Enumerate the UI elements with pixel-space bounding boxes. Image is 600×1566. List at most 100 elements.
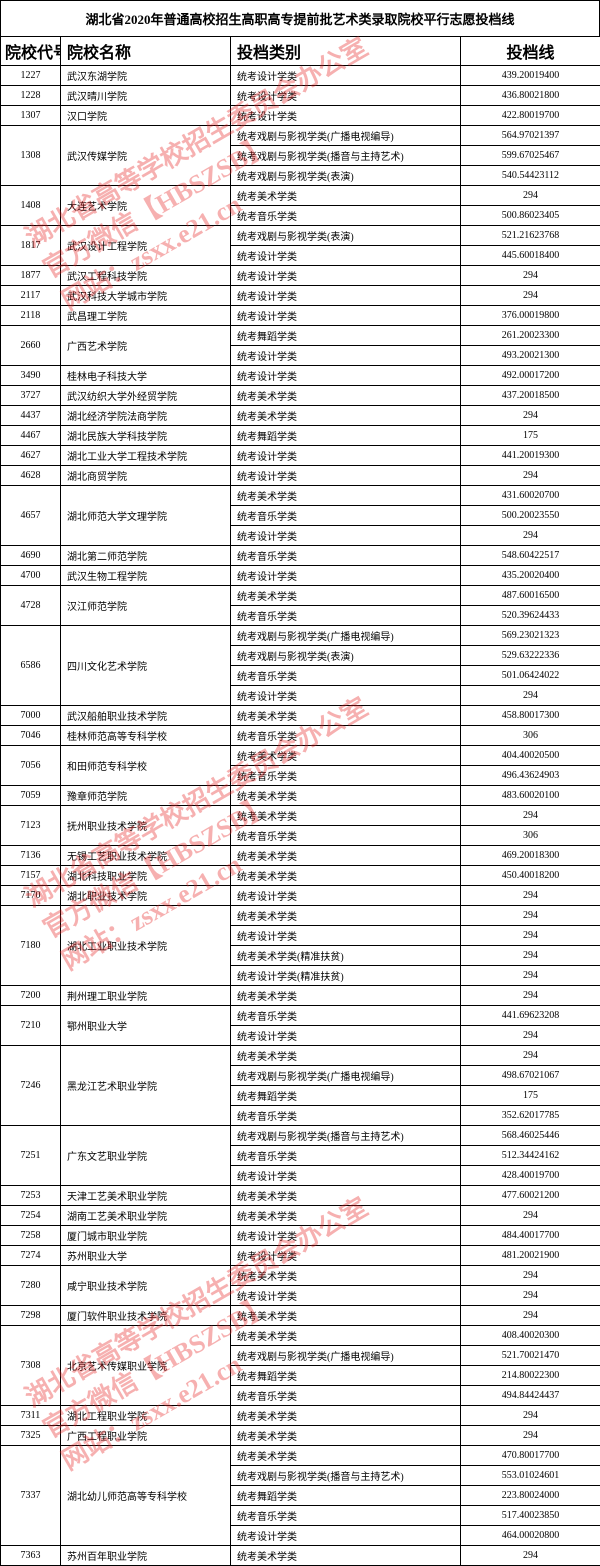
cell-score: 306 <box>461 726 600 746</box>
cell-score: 404.40020500 <box>461 746 600 766</box>
cell-score: 553.01024601 <box>461 1466 600 1486</box>
cell-score: 512.34424162 <box>461 1146 600 1166</box>
cell-name: 武汉设计工程学院 <box>61 226 231 266</box>
cell-code: 7298 <box>1 1306 61 1326</box>
cell-code: 3727 <box>1 386 61 406</box>
cell-code: 7253 <box>1 1186 61 1206</box>
cell-score: 437.20018500 <box>461 386 600 406</box>
cell-score: 521.21623768 <box>461 226 600 246</box>
cell-name: 湖北工业职业技术学院 <box>61 906 231 986</box>
cell-score: 483.60020100 <box>461 786 600 806</box>
cell-category: 统考设计学类 <box>231 246 461 266</box>
cell-name: 湖北职业技术学院 <box>61 886 231 906</box>
cell-code: 1877 <box>1 266 61 286</box>
cell-score: 294 <box>461 686 600 706</box>
cell-name: 湖北民族大学科技学院 <box>61 426 231 446</box>
cell-category: 统考美术学类(精准扶贫) <box>231 946 461 966</box>
cell-name: 大连艺术学院 <box>61 186 231 226</box>
cell-name: 武汉科技大学城市学院 <box>61 286 231 306</box>
cell-name: 湖北经济学院法商学院 <box>61 406 231 426</box>
cell-score: 464.00020800 <box>461 1526 600 1546</box>
header-score: 投档线 <box>461 37 600 66</box>
cell-category: 统考设计学类 <box>231 66 461 86</box>
cell-score: 408.40020300 <box>461 1326 600 1346</box>
cell-name: 汉江师范学院 <box>61 586 231 626</box>
cell-name: 豫章师范学院 <box>61 786 231 806</box>
table-row: 7136无锡工艺职业技术学院统考美术学类469.20018300 <box>1 846 600 866</box>
cell-code: 7123 <box>1 806 61 846</box>
cell-code: 7170 <box>1 886 61 906</box>
cell-name: 武昌理工学院 <box>61 306 231 326</box>
cell-code: 1227 <box>1 66 61 86</box>
cell-category: 统考设计学类 <box>231 886 461 906</box>
cell-code: 7254 <box>1 1206 61 1226</box>
table-row: 7210鄂州职业大学统考音乐学类441.69623208 <box>1 1006 600 1026</box>
cell-name: 湖北商贸学院 <box>61 466 231 486</box>
cell-code: 1817 <box>1 226 61 266</box>
cell-code: 4628 <box>1 466 61 486</box>
cell-score: 294 <box>461 926 600 946</box>
cell-name: 武汉传媒学院 <box>61 126 231 186</box>
cell-score: 294 <box>461 186 600 206</box>
cell-score: 484.40017700 <box>461 1226 600 1246</box>
cell-score: 487.60016500 <box>461 586 600 606</box>
cell-code: 7246 <box>1 1046 61 1126</box>
cell-category: 统考舞蹈学类 <box>231 1366 461 1386</box>
table-row: 7059豫章师范学院统考美术学类483.60020100 <box>1 786 600 806</box>
cell-name: 荆州理工职业学院 <box>61 986 231 1006</box>
cell-score: 441.69623208 <box>461 1006 600 1026</box>
cell-name: 厦门软件职业技术学院 <box>61 1306 231 1326</box>
cell-category: 统考美术学类 <box>231 1326 461 1346</box>
cell-name: 广西艺术学院 <box>61 326 231 366</box>
table-header-row: 院校代号 院校名称 投档类别 投档线 <box>1 37 600 66</box>
cell-score: 428.40019700 <box>461 1166 600 1186</box>
cell-category: 统考美术学类 <box>231 786 461 806</box>
header-code: 院校代号 <box>1 37 61 66</box>
cell-code: 7325 <box>1 1426 61 1446</box>
table-row: 7325广西工程职业学院统考美术学类294 <box>1 1426 600 1446</box>
cell-score: 517.40023850 <box>461 1506 600 1526</box>
cell-name: 武汉生物工程学院 <box>61 566 231 586</box>
table-row: 7280咸宁职业技术学院统考美术学类294 <box>1 1266 600 1286</box>
header-category: 投档类别 <box>231 37 461 66</box>
cell-name: 武汉工程科技学院 <box>61 266 231 286</box>
cell-code: 4728 <box>1 586 61 626</box>
cell-score: 352.62017785 <box>461 1106 600 1126</box>
cell-category: 统考美术学类 <box>231 906 461 926</box>
table-row: 4467湖北民族大学科技学院统考舞蹈学类175 <box>1 426 600 446</box>
table-row: 7157湖北科技职业学院统考美术学类450.40018200 <box>1 866 600 886</box>
table-row: 3727武汉纺织大学外经贸学院统考美术学类437.20018500 <box>1 386 600 406</box>
cell-code: 4690 <box>1 546 61 566</box>
cell-code: 7363 <box>1 1546 61 1566</box>
cell-code: 4437 <box>1 406 61 426</box>
cell-score: 564.97021397 <box>461 126 600 146</box>
cell-code: 4657 <box>1 486 61 546</box>
cell-name: 和田师范专科学校 <box>61 746 231 786</box>
cell-category: 统考音乐学类 <box>231 826 461 846</box>
table-row: 1228武汉晴川学院统考设计学类436.80021800 <box>1 86 600 106</box>
cell-score: 223.80024000 <box>461 1486 600 1506</box>
cell-category: 统考美术学类 <box>231 186 461 206</box>
cell-category: 统考美术学类 <box>231 1046 461 1066</box>
table-row: 4628湖北商贸学院统考设计学类294 <box>1 466 600 486</box>
cell-code: 7308 <box>1 1326 61 1406</box>
cell-category: 统考设计学类 <box>231 1246 461 1266</box>
cell-score: 294 <box>461 806 600 826</box>
cell-category: 统考舞蹈学类 <box>231 426 461 446</box>
cell-category: 统考设计学类 <box>231 1026 461 1046</box>
cell-score: 481.20021900 <box>461 1246 600 1266</box>
cell-code: 2117 <box>1 286 61 306</box>
cell-code: 1307 <box>1 106 61 126</box>
cell-name: 汉口学院 <box>61 106 231 126</box>
cell-name: 广东文艺职业学院 <box>61 1126 231 1186</box>
cell-name: 苏州百年职业学院 <box>61 1546 231 1566</box>
cell-name: 桂林师范高等专科学校 <box>61 726 231 746</box>
header-name: 院校名称 <box>61 37 231 66</box>
table-row: 1308武汉传媒学院统考戏剧与影视学类(广播电视编导)564.97021397 <box>1 126 600 146</box>
cell-score: 521.70021470 <box>461 1346 600 1366</box>
table-row: 7200荆州理工职业学院统考美术学类294 <box>1 986 600 1006</box>
cell-category: 统考音乐学类 <box>231 1506 461 1526</box>
cell-score: 493.20021300 <box>461 346 600 366</box>
cell-code: 7000 <box>1 706 61 726</box>
table-row: 7337湖北幼儿师范高等专科学校统考美术学类470.80017700 <box>1 1446 600 1466</box>
